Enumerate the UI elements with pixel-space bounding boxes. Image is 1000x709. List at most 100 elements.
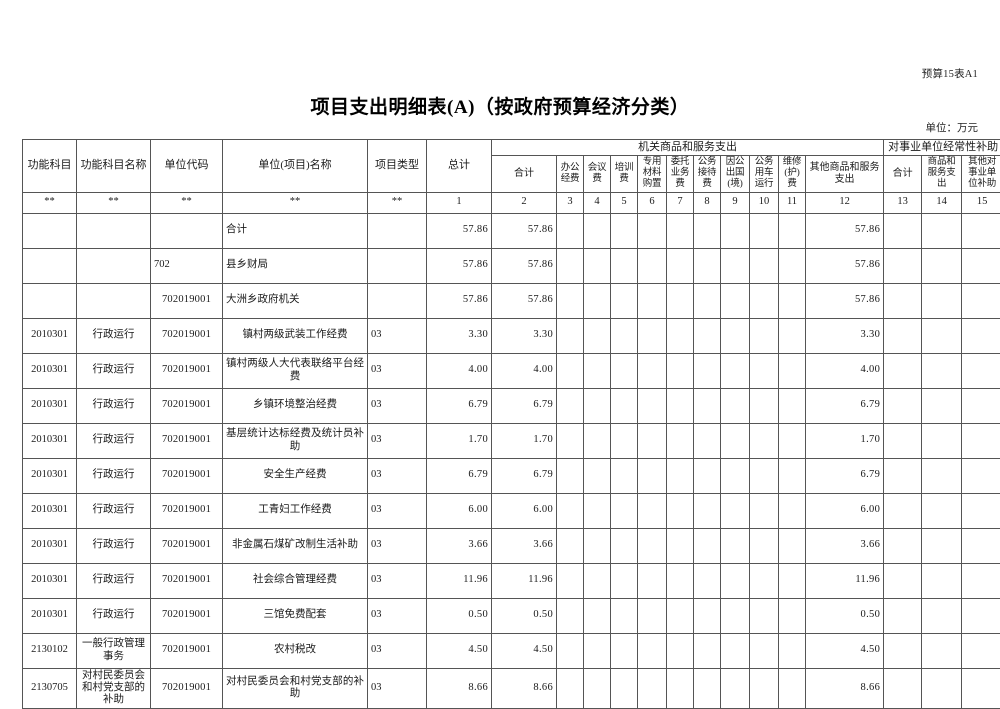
cell-office-expense	[557, 668, 584, 708]
cell-special-material	[638, 598, 667, 633]
form-code-label: 预算15表A1	[922, 66, 978, 81]
colnum-function-name: **	[77, 192, 151, 213]
cell-special-material	[638, 528, 667, 563]
cell-subsidy-other	[962, 388, 1000, 423]
cell-official-reception	[694, 388, 721, 423]
cell-function-name: 行政运行	[77, 388, 151, 423]
cell-special-material	[638, 388, 667, 423]
cell-overseas-travel	[721, 423, 750, 458]
cell-overseas-travel	[721, 353, 750, 388]
cell-project-type	[368, 248, 427, 283]
cell-maintenance-fee	[779, 213, 806, 248]
cell-subsidy-goods-services	[922, 668, 962, 708]
cell-unit-code	[151, 213, 223, 248]
col-header-subsidy-goods-services: 商品和服务支出	[922, 155, 962, 192]
colnum-maintenance-fee: 11	[779, 192, 806, 213]
cell-subsidy-total	[884, 388, 922, 423]
cell-grand-total: 3.66	[427, 528, 492, 563]
cell-function-code	[23, 283, 77, 318]
cell-subsidy-other	[962, 353, 1000, 388]
cell-subsidy-other	[962, 493, 1000, 528]
cell-subsidy-goods-services	[922, 563, 962, 598]
cell-function-name: 行政运行	[77, 353, 151, 388]
cell-meeting-fee	[584, 283, 611, 318]
cell-unit-code: 702019001	[151, 668, 223, 708]
cell-other-goods-services: 6.79	[806, 388, 884, 423]
cell-office-expense	[557, 458, 584, 493]
cell-entrusted-business	[667, 598, 694, 633]
cell-goods-total: 57.86	[492, 213, 557, 248]
col-header-meeting-fee: 会议费	[584, 155, 611, 192]
cell-subsidy-total	[884, 528, 922, 563]
cell-grand-total: 57.86	[427, 213, 492, 248]
cell-training-fee	[611, 423, 638, 458]
cell-meeting-fee	[584, 248, 611, 283]
cell-maintenance-fee	[779, 528, 806, 563]
cell-maintenance-fee	[779, 493, 806, 528]
col-header-special-material: 专用材料购置	[638, 155, 667, 192]
cell-unit-code: 702019001	[151, 318, 223, 353]
cell-entrusted-business	[667, 563, 694, 598]
cell-subsidy-other	[962, 248, 1000, 283]
cell-training-fee	[611, 668, 638, 708]
cell-meeting-fee	[584, 353, 611, 388]
col-header-subsidy-other: 其他对事业单位补助	[962, 155, 1000, 192]
cell-training-fee	[611, 213, 638, 248]
cell-overseas-travel	[721, 213, 750, 248]
cell-special-material	[638, 633, 667, 668]
cell-project-type: 03	[368, 633, 427, 668]
col-header-function-code: 功能科目	[23, 140, 77, 193]
cell-overseas-travel	[721, 283, 750, 318]
cell-entrusted-business	[667, 213, 694, 248]
cell-official-vehicle	[750, 458, 779, 493]
cell-goods-total: 4.00	[492, 353, 557, 388]
cell-meeting-fee	[584, 213, 611, 248]
cell-other-goods-services: 57.86	[806, 248, 884, 283]
cell-subsidy-total	[884, 283, 922, 318]
cell-subsidy-goods-services	[922, 353, 962, 388]
cell-meeting-fee	[584, 423, 611, 458]
cell-office-expense	[557, 423, 584, 458]
cell-unit-code: 702019001	[151, 633, 223, 668]
col-header-project-type: 项目类型	[368, 140, 427, 193]
cell-overseas-travel	[721, 563, 750, 598]
cell-unit-code: 702019001	[151, 458, 223, 493]
cell-subsidy-total	[884, 213, 922, 248]
cell-entrusted-business	[667, 493, 694, 528]
cell-subsidy-other	[962, 458, 1000, 493]
cell-goods-total: 57.86	[492, 283, 557, 318]
cell-unit-code: 702019001	[151, 528, 223, 563]
col-header-office-expense: 办公经费	[557, 155, 584, 192]
cell-subsidy-total	[884, 598, 922, 633]
cell-office-expense	[557, 633, 584, 668]
cell-subsidy-goods-services	[922, 318, 962, 353]
cell-other-goods-services: 4.50	[806, 633, 884, 668]
cell-subsidy-total	[884, 423, 922, 458]
cell-training-fee	[611, 528, 638, 563]
cell-office-expense	[557, 598, 584, 633]
cell-training-fee	[611, 458, 638, 493]
cell-goods-total: 0.50	[492, 598, 557, 633]
cell-office-expense	[557, 493, 584, 528]
cell-unit-code: 702	[151, 248, 223, 283]
cell-subsidy-goods-services	[922, 388, 962, 423]
cell-goods-total: 57.86	[492, 248, 557, 283]
col-header-subsidy-total: 合计	[884, 155, 922, 192]
cell-training-fee	[611, 563, 638, 598]
cell-entrusted-business	[667, 318, 694, 353]
cell-maintenance-fee	[779, 388, 806, 423]
cell-function-name: 行政运行	[77, 318, 151, 353]
cell-official-vehicle	[750, 283, 779, 318]
cell-project-type: 03	[368, 528, 427, 563]
cell-official-reception	[694, 598, 721, 633]
cell-entrusted-business	[667, 668, 694, 708]
colnum-training-fee: 5	[611, 192, 638, 213]
cell-other-goods-services: 6.79	[806, 458, 884, 493]
cell-goods-total: 6.79	[492, 458, 557, 493]
